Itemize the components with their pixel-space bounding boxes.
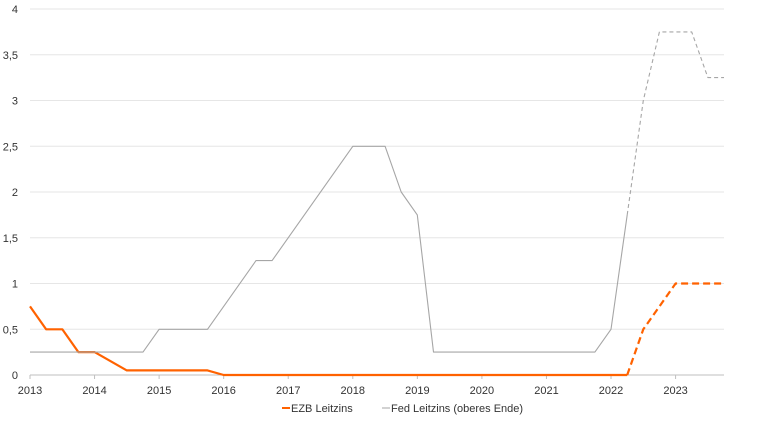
series-fed-forecast-line xyxy=(626,31,724,215)
x-tick-label: 2021 xyxy=(534,385,558,397)
y-tick-label: 3,5 xyxy=(3,50,18,62)
y-axis-ticks: 0 0,5 1 1,5 2 2,5 3 3,5 4 xyxy=(3,4,18,382)
series-ezb-line xyxy=(29,305,628,377)
x-tick-label: 2022 xyxy=(599,385,623,397)
x-tick-label: 2014 xyxy=(82,385,106,397)
x-tick-label: 2023 xyxy=(663,385,687,397)
legend: EZB Leitzins Fed Leitzins (oberes Ende) xyxy=(282,403,523,415)
legend-label-fed: Fed Leitzins (oberes Ende) xyxy=(391,403,523,415)
y-tick-label: 2,5 xyxy=(3,141,18,153)
x-tick-label: 2018 xyxy=(341,385,365,397)
x-tick-label: 2019 xyxy=(405,385,429,397)
series-ezb-forecast-line xyxy=(626,282,724,376)
series-fed-line xyxy=(30,145,628,353)
x-tick-label: 2017 xyxy=(276,385,300,397)
x-tick-label: 2016 xyxy=(211,385,235,397)
y-tick-label: 1 xyxy=(12,279,18,291)
x-tick-label: 2015 xyxy=(147,385,171,397)
y-tick-label: 0,5 xyxy=(3,324,18,336)
x-tick-label: 2020 xyxy=(470,385,494,397)
y-tick-label: 3 xyxy=(12,96,18,108)
gridlines xyxy=(30,8,724,330)
legend-label-ezb: EZB Leitzins xyxy=(291,403,353,415)
y-tick-label: 4 xyxy=(12,4,18,16)
x-tick-label: 2013 xyxy=(18,385,42,397)
legend-item-fed: Fed Leitzins (oberes Ende) xyxy=(382,403,523,415)
y-tick-label: 0 xyxy=(12,370,18,382)
series-lines xyxy=(29,31,724,377)
legend-item-ezb: EZB Leitzins xyxy=(282,403,353,415)
x-axis-ticks: 2013 2014 2015 2016 2017 2018 2019 2020 2021 2022… xyxy=(18,375,688,397)
y-tick-label: 2 xyxy=(12,187,18,199)
y-tick-label: 1,5 xyxy=(3,233,18,245)
